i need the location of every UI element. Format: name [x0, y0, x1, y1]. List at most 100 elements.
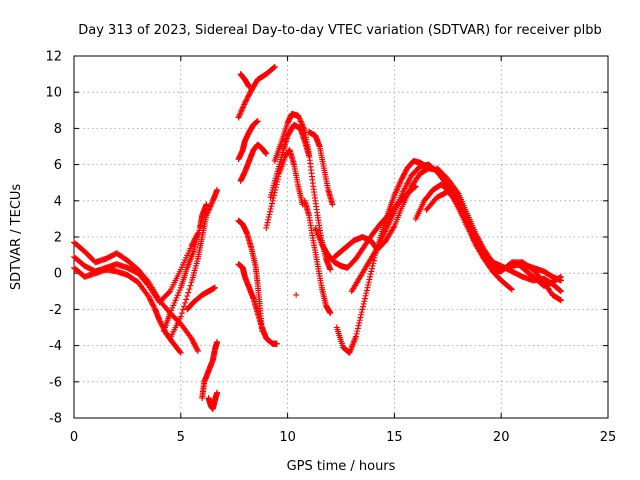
data-point	[298, 119, 305, 126]
data-point	[392, 189, 399, 196]
data-point	[239, 104, 246, 111]
data-point	[297, 117, 304, 124]
data-point	[301, 125, 308, 132]
series-sat-d	[160, 201, 210, 335]
data-point	[236, 111, 243, 118]
data-point	[355, 322, 362, 329]
series-sat-p	[267, 121, 312, 201]
data-point	[267, 205, 274, 212]
data-point	[166, 289, 173, 296]
data-point	[205, 207, 212, 214]
data-point	[240, 102, 247, 109]
series-sat-r	[301, 197, 334, 317]
data-point	[205, 206, 212, 213]
data-point	[194, 346, 201, 353]
data-point	[177, 313, 184, 320]
data-point	[366, 276, 373, 283]
data-point	[187, 282, 194, 289]
data-point	[269, 200, 276, 207]
data-point	[182, 299, 189, 306]
data-point	[254, 118, 261, 125]
data-point	[206, 205, 213, 212]
data-points-layer	[71, 63, 565, 412]
data-point	[183, 296, 190, 303]
y-tick-label: 0	[54, 267, 62, 282]
series-sat-ab	[515, 261, 565, 289]
data-point	[356, 319, 363, 326]
data-point	[266, 211, 273, 218]
data-point	[246, 83, 253, 90]
y-tick-label: -4	[49, 339, 62, 354]
data-point	[353, 330, 360, 337]
data-point	[395, 182, 402, 189]
series-sat-t	[293, 291, 300, 298]
data-point	[327, 310, 334, 317]
data-point	[211, 284, 218, 291]
y-tick-label: -6	[49, 375, 62, 390]
data-point	[236, 113, 243, 120]
data-point	[391, 192, 398, 199]
data-point	[295, 114, 302, 121]
data-point	[357, 314, 364, 321]
data-point	[296, 115, 303, 122]
data-point	[204, 209, 211, 216]
data-point	[263, 150, 270, 157]
series-sat-s	[305, 129, 336, 208]
data-point	[393, 186, 400, 193]
data-point	[263, 222, 270, 229]
data-point	[293, 291, 300, 298]
data-point	[264, 219, 271, 226]
data-point	[558, 273, 565, 280]
data-point	[373, 246, 380, 253]
data-point	[238, 108, 245, 115]
data-point	[184, 293, 191, 300]
tick-layer: 0 5 10 15 20 25 -8 -6 -4 -2 0 2 4 6 8 10 12	[45, 50, 616, 446]
data-point	[369, 262, 376, 269]
data-point	[396, 180, 403, 187]
data-point	[507, 285, 514, 292]
data-point	[297, 118, 304, 125]
data-point	[238, 107, 245, 114]
series-sat-g	[199, 338, 221, 402]
y-tick-label: 6	[54, 158, 62, 173]
data-point	[365, 279, 372, 286]
data-point	[295, 112, 302, 119]
data-point	[263, 224, 270, 231]
data-point	[365, 281, 372, 288]
data-point	[235, 114, 242, 121]
x-tick-label: 10	[279, 430, 296, 445]
chart-title: Day 313 of 2023, Sidereal Day-to-day VTE…	[78, 23, 602, 38]
series-sat-c	[71, 230, 201, 306]
series-sat-k	[235, 118, 261, 163]
data-point	[367, 273, 374, 280]
data-point	[208, 200, 215, 207]
x-tick-label: 5	[177, 430, 185, 445]
data-point	[214, 389, 221, 396]
data-point	[203, 201, 210, 208]
data-point	[186, 286, 193, 293]
series-sat-h	[205, 389, 221, 412]
data-point	[327, 266, 334, 273]
data-point	[367, 271, 374, 278]
data-point	[207, 203, 214, 210]
data-point	[508, 286, 515, 293]
data-point	[265, 216, 272, 223]
data-point	[356, 317, 363, 324]
data-point	[203, 212, 210, 219]
series-sat-j	[237, 71, 253, 90]
data-point	[454, 189, 461, 196]
data-point	[370, 260, 377, 267]
data-point	[397, 179, 404, 186]
data-point	[361, 295, 368, 302]
data-point	[204, 210, 211, 217]
data-point	[329, 201, 336, 208]
data-point	[239, 105, 246, 112]
data-point	[352, 333, 359, 340]
data-point	[558, 288, 565, 295]
data-point	[360, 300, 367, 307]
x-tick-label: 15	[386, 430, 403, 445]
data-point	[270, 64, 277, 71]
data-point	[558, 297, 565, 304]
y-tick-label: 12	[45, 50, 62, 65]
data-point	[358, 309, 365, 316]
